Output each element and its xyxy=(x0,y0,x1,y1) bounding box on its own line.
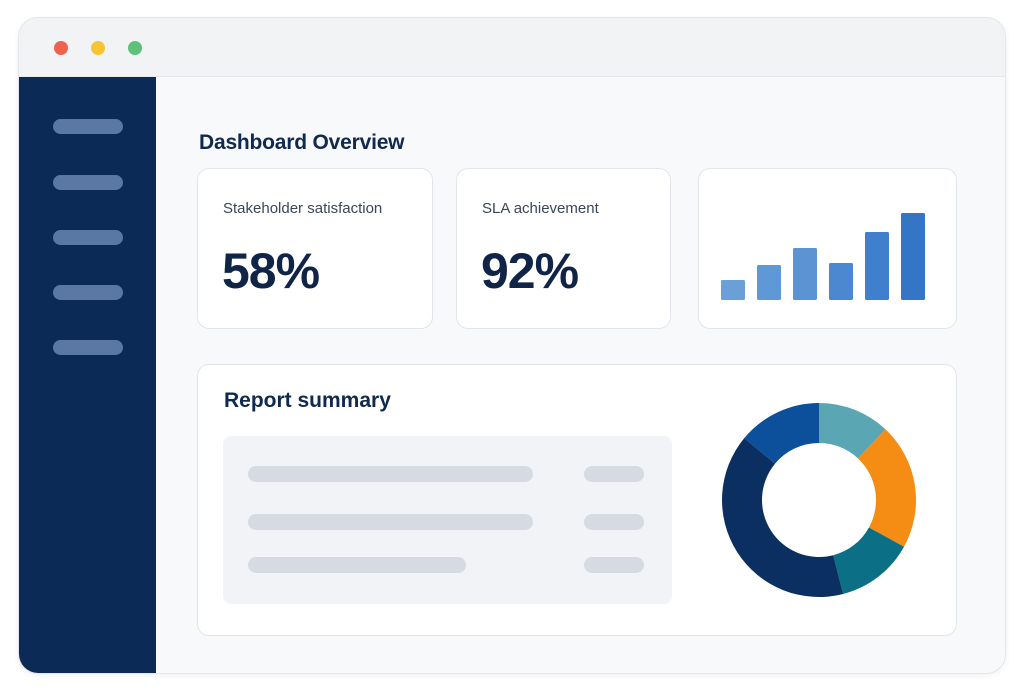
kpi-label: SLA achievement xyxy=(482,200,599,217)
kpi-label: Stakeholder satisfaction xyxy=(223,200,383,217)
minimize-window-button[interactable] xyxy=(91,41,105,55)
kpi-card-sla[interactable]: SLA achievement 92% xyxy=(456,168,671,329)
bar-4[interactable] xyxy=(829,263,853,300)
bar-6[interactable] xyxy=(901,213,925,300)
donut-chart xyxy=(722,403,916,597)
maximize-window-button[interactable] xyxy=(128,41,142,55)
summary-row-value-placeholder xyxy=(584,466,644,482)
kpi-card-satisfaction[interactable]: Stakeholder satisfaction 58% xyxy=(197,168,433,329)
close-window-button[interactable] xyxy=(54,41,68,55)
summary-table xyxy=(223,436,672,604)
donut-slice-2[interactable] xyxy=(858,429,916,547)
main-content: Dashboard Overview Stakeholder satisfact… xyxy=(156,77,1005,673)
sidebar-item-4[interactable] xyxy=(53,285,123,300)
bar-chart-card[interactable] xyxy=(698,168,957,329)
kpi-value: 92% xyxy=(481,243,579,299)
bar-5[interactable] xyxy=(865,232,889,300)
donut-slice-1[interactable] xyxy=(819,403,886,459)
bar-3[interactable] xyxy=(793,248,817,300)
kpi-value: 58% xyxy=(222,243,320,299)
title-bar xyxy=(19,18,1005,77)
summary-title: Report summary xyxy=(224,389,391,412)
summary-row-label-placeholder xyxy=(248,514,533,530)
page-title: Dashboard Overview xyxy=(199,131,405,154)
summary-row-label-placeholder xyxy=(248,557,466,573)
summary-row-label-placeholder xyxy=(248,466,533,482)
report-summary-card: Report summary xyxy=(197,364,957,636)
summary-row-value-placeholder xyxy=(584,514,644,530)
sidebar-item-3[interactable] xyxy=(53,230,123,245)
bar-1[interactable] xyxy=(721,280,745,300)
sidebar-item-2[interactable] xyxy=(53,175,123,190)
app-window: Dashboard Overview Stakeholder satisfact… xyxy=(18,17,1006,674)
donut-slice-3[interactable] xyxy=(833,527,905,594)
sidebar-item-1[interactable] xyxy=(53,119,123,134)
sidebar-item-5[interactable] xyxy=(53,340,123,355)
donut-slice-5[interactable] xyxy=(744,403,819,464)
summary-row-value-placeholder xyxy=(584,557,644,573)
sidebar xyxy=(19,77,156,673)
bar-2[interactable] xyxy=(757,265,781,300)
bar-chart xyxy=(721,213,925,300)
donut-slice-4[interactable] xyxy=(722,438,844,597)
